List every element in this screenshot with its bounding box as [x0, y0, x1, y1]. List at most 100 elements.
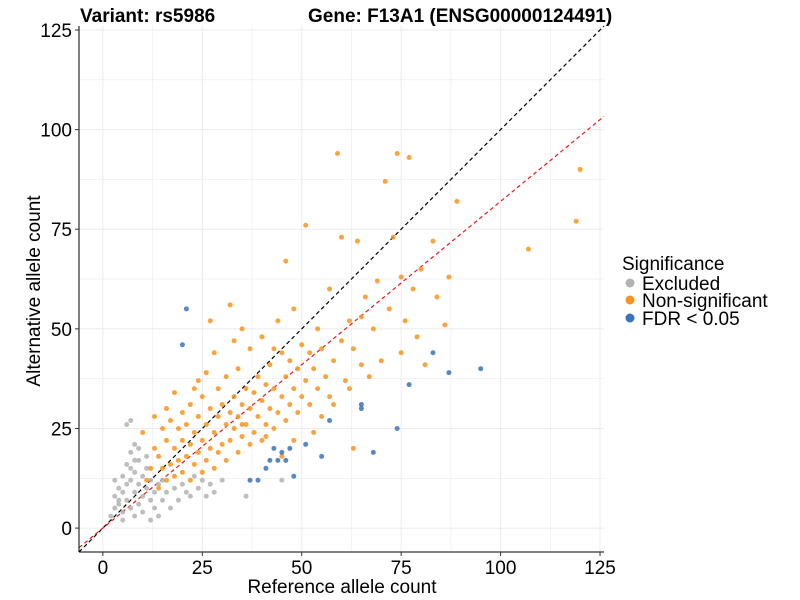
point-fdr-0-05: [291, 473, 297, 479]
point-non-significant: [223, 421, 229, 427]
point-non-significant: [219, 402, 225, 408]
point-non-significant: [291, 386, 297, 392]
point-non-significant: [227, 410, 233, 416]
point-excluded: [199, 477, 205, 483]
point-non-significant: [299, 394, 305, 400]
point-excluded: [140, 509, 146, 515]
point-excluded: [132, 513, 138, 519]
point-non-significant: [227, 437, 233, 443]
point-excluded: [124, 497, 130, 503]
point-non-significant: [160, 425, 166, 431]
point-non-significant: [259, 398, 265, 404]
point-non-significant: [231, 338, 237, 344]
point-excluded: [156, 513, 162, 519]
point-non-significant: [175, 425, 181, 431]
point-non-significant: [315, 326, 321, 332]
point-excluded: [128, 505, 134, 511]
point-non-significant: [164, 437, 169, 443]
point-excluded: [219, 477, 225, 483]
point-non-significant: [331, 402, 337, 408]
point-non-significant: [442, 322, 448, 328]
reference-line-fit: [78, 115, 605, 549]
point-fdr-0-05: [267, 457, 273, 463]
point-non-significant: [366, 374, 372, 380]
point-non-significant: [191, 429, 197, 435]
reference-lines: [78, 25, 605, 553]
point-non-significant: [243, 386, 249, 392]
point-non-significant: [374, 278, 380, 284]
point-non-significant: [255, 374, 261, 380]
point-excluded: [175, 497, 181, 503]
point-non-significant: [327, 286, 333, 292]
point-excluded: [164, 489, 169, 495]
point-excluded: [243, 493, 249, 499]
point-excluded: [124, 421, 130, 427]
point-non-significant: [267, 362, 273, 368]
point-non-significant: [239, 433, 245, 439]
point-excluded: [112, 505, 118, 511]
point-fdr-0-05: [394, 425, 400, 431]
point-non-significant: [430, 238, 436, 244]
point-non-significant: [398, 350, 404, 356]
point-fdr-0-05: [478, 366, 484, 372]
point-excluded: [128, 477, 134, 483]
point-non-significant: [319, 414, 325, 420]
point-non-significant: [525, 246, 531, 252]
point-fdr-0-05: [287, 445, 293, 451]
point-non-significant: [307, 350, 313, 356]
legend-label-excluded: Excluded: [642, 274, 720, 295]
point-non-significant: [203, 370, 209, 376]
point-non-significant: [311, 366, 317, 372]
point-non-significant: [171, 390, 177, 396]
point-fdr-0-05: [247, 477, 253, 483]
point-excluded: [152, 489, 158, 495]
point-non-significant: [227, 302, 233, 308]
point-non-significant: [239, 402, 245, 408]
point-fdr-0-05: [303, 441, 309, 447]
point-non-significant: [279, 350, 285, 356]
point-non-significant: [239, 326, 245, 332]
point-non-significant: [283, 258, 289, 264]
point-non-significant: [299, 342, 305, 348]
point-fdr-0-05: [327, 418, 333, 423]
point-non-significant: [354, 238, 360, 244]
x-tick-label: 100: [485, 558, 517, 579]
x-axis-label: Reference allele count: [247, 577, 437, 598]
point-non-significant: [422, 362, 428, 368]
y-tick-label: 25: [51, 419, 72, 440]
point-fdr-0-05: [179, 342, 185, 348]
y-tick-label: 0: [61, 519, 72, 540]
legend-swatch-excluded: [625, 278, 635, 288]
point-non-significant: [414, 334, 420, 340]
point-non-significant: [247, 346, 253, 352]
legend-swatch-non-significant: [625, 295, 635, 305]
chart-title-gene: Gene: F13A1 (ENSG00000124491): [308, 6, 612, 27]
point-non-significant: [362, 294, 368, 300]
point-non-significant: [195, 378, 201, 384]
point-non-significant: [183, 421, 189, 427]
point-excluded: [124, 461, 130, 467]
chart-title-variant: Variant: rs5986: [80, 6, 215, 27]
point-excluded: [148, 497, 154, 503]
point-non-significant: [223, 374, 229, 380]
point-non-significant: [171, 473, 177, 479]
point-non-significant: [215, 414, 221, 420]
point-fdr-0-05: [283, 457, 289, 463]
point-non-significant: [191, 386, 197, 392]
point-non-significant: [235, 366, 241, 372]
point-non-significant: [577, 166, 583, 172]
point-non-significant: [573, 218, 579, 224]
point-excluded: [148, 517, 154, 523]
point-non-significant: [346, 318, 352, 324]
point-non-significant: [235, 414, 241, 420]
tick-labels: 0 25 50 75 100 125 0 25 50 75 100 125: [40, 21, 616, 579]
point-non-significant: [167, 461, 173, 467]
point-fdr-0-05: [430, 350, 436, 356]
point-non-significant: [319, 346, 325, 352]
point-excluded: [132, 441, 138, 447]
point-non-significant: [199, 437, 205, 443]
point-non-significant: [152, 445, 158, 451]
point-non-significant: [187, 441, 193, 447]
point-non-significant: [223, 457, 229, 463]
